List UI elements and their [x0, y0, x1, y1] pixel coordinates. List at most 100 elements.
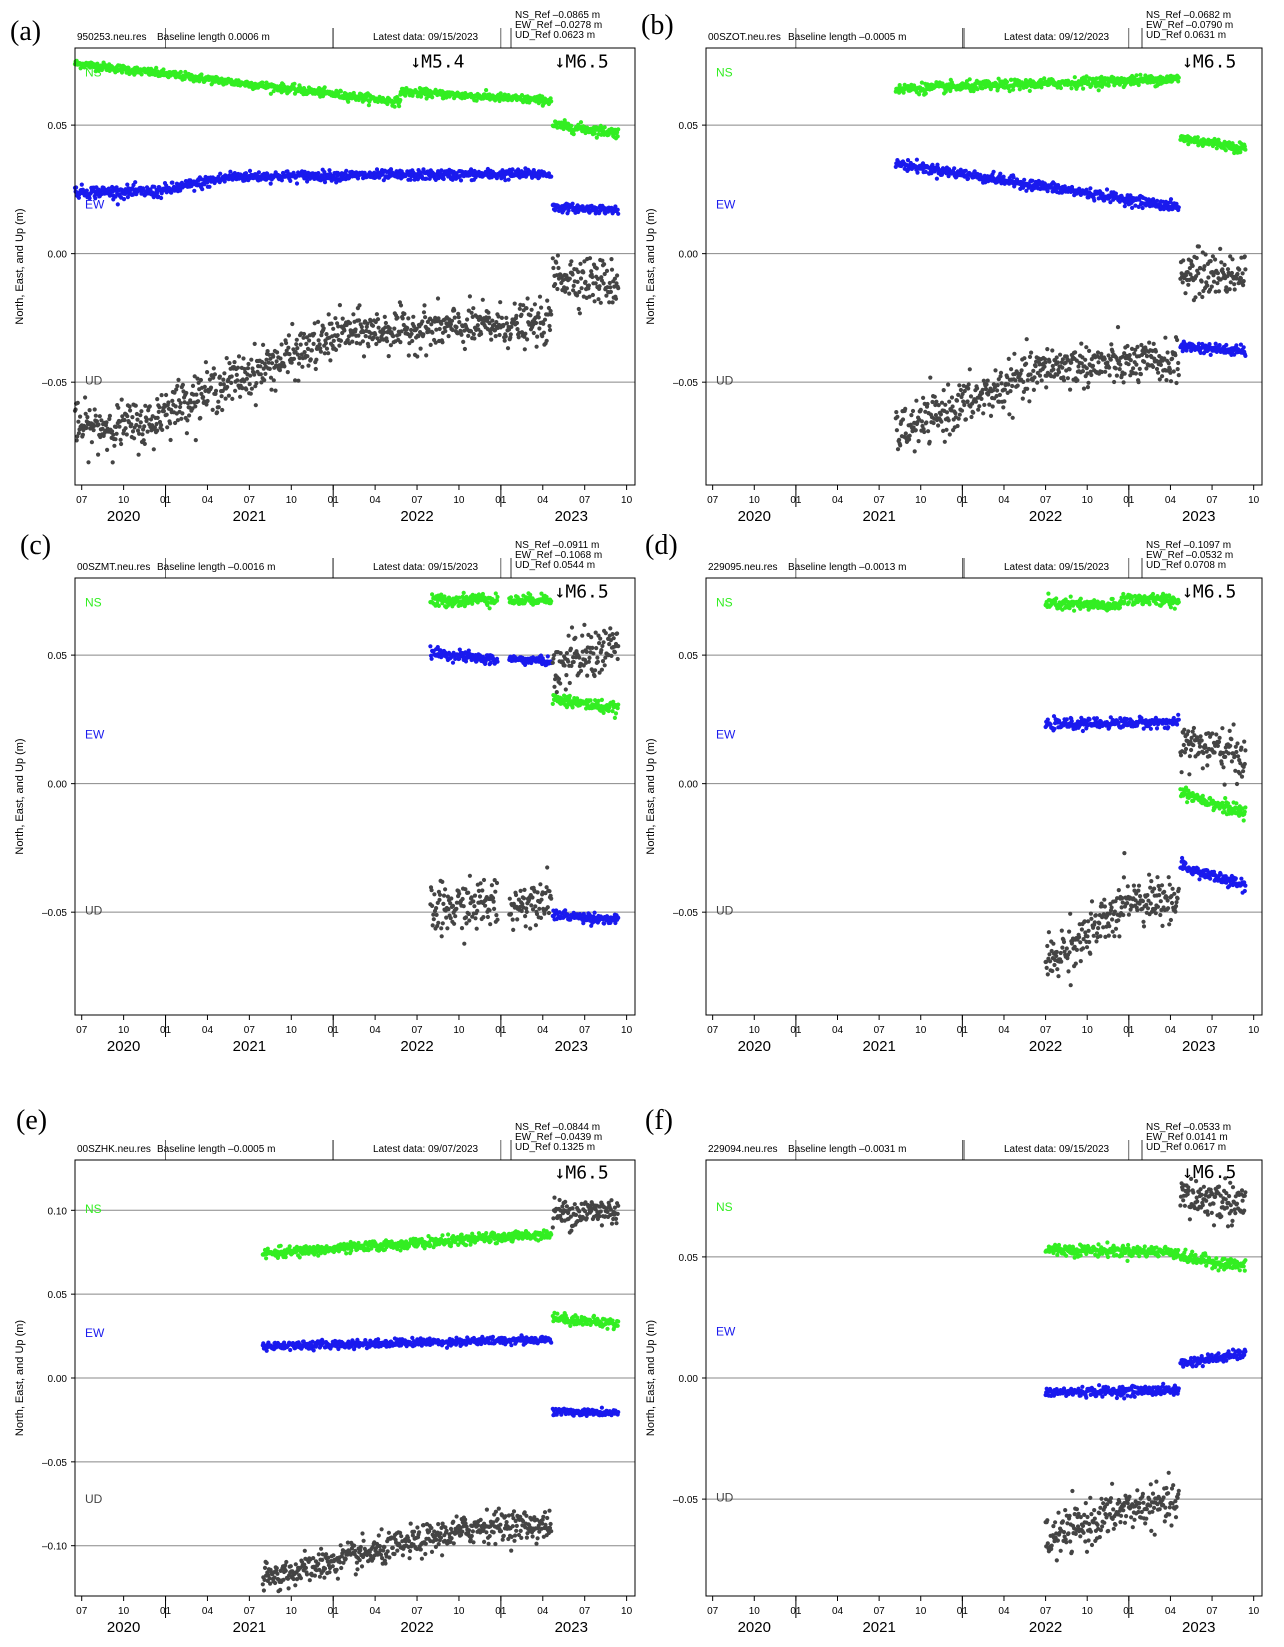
- y-tick-label: –0.05: [42, 908, 67, 919]
- data-point: [302, 350, 307, 355]
- data-point: [975, 386, 980, 391]
- data-point: [360, 339, 365, 344]
- data-point: [946, 382, 951, 387]
- data-point: [894, 428, 900, 433]
- x-tick-label: 10: [286, 495, 298, 506]
- data-point: [519, 93, 525, 98]
- data-point: [205, 398, 210, 404]
- reference-value: NS_Ref –0.0865 m: [515, 10, 600, 21]
- data-point: [1215, 271, 1220, 276]
- data-point: [155, 428, 160, 433]
- data-point: [190, 383, 196, 388]
- data-point: [178, 404, 183, 410]
- data-point: [112, 443, 117, 448]
- data-point: [615, 134, 620, 139]
- data-point: [263, 371, 268, 376]
- station-name: 950253.neu.res: [77, 32, 147, 43]
- data-point: [198, 377, 203, 383]
- data-point: [458, 178, 464, 183]
- data-point: [452, 308, 457, 313]
- data-point: [512, 301, 517, 306]
- baseline-length: Baseline length –0.0005 m: [788, 32, 906, 43]
- data-point: [311, 341, 316, 346]
- data-point: [226, 393, 231, 398]
- data-point: [279, 342, 284, 347]
- data-point: [1027, 399, 1032, 404]
- data-point: [140, 432, 145, 437]
- data-point: [147, 404, 152, 409]
- data-point: [925, 401, 930, 407]
- data-point: [503, 334, 508, 339]
- data-point: [197, 79, 202, 84]
- panel-label-a: (a): [10, 16, 42, 47]
- data-point: [373, 332, 378, 337]
- data-point: [398, 97, 403, 103]
- data-point: [443, 329, 448, 334]
- data-point: [338, 89, 343, 94]
- data-point: [308, 357, 313, 362]
- data-point: [415, 354, 420, 359]
- data-point: [201, 395, 206, 400]
- data-point: [290, 321, 295, 327]
- data-point: [939, 419, 944, 424]
- data-point: [295, 346, 300, 351]
- data-point: [594, 135, 599, 140]
- data-point: [469, 167, 474, 172]
- data-point: [278, 356, 283, 361]
- data-point: [138, 420, 143, 425]
- data-point: [406, 316, 411, 321]
- data-point: [1006, 382, 1011, 387]
- data-point: [262, 378, 267, 383]
- data-point: [907, 433, 912, 438]
- data-point: [85, 415, 90, 420]
- data-point: [1232, 287, 1237, 292]
- data-point: [106, 186, 111, 191]
- data-point: [155, 415, 160, 420]
- data-point: [387, 326, 392, 331]
- data-point: [196, 399, 201, 404]
- data-point: [86, 460, 91, 465]
- x-tick-label: 10: [749, 495, 761, 506]
- data-point: [1012, 351, 1017, 356]
- data-point: [575, 279, 580, 284]
- data-point: [1086, 380, 1091, 385]
- data-point: [353, 327, 358, 332]
- data-point: [370, 323, 376, 328]
- data-point: [1230, 257, 1235, 262]
- data-point: [142, 424, 147, 429]
- data-point: [579, 286, 584, 291]
- data-point: [549, 174, 554, 179]
- data-point: [1196, 244, 1201, 249]
- data-point: [471, 332, 476, 337]
- data-point: [421, 310, 427, 315]
- data-point: [479, 331, 484, 336]
- data-point: [564, 286, 570, 291]
- data-point: [383, 320, 388, 326]
- data-point: [1114, 373, 1119, 378]
- data-point: [931, 420, 936, 426]
- data-point: [113, 437, 118, 442]
- data-point: [466, 333, 471, 338]
- data-point: [127, 404, 132, 409]
- data-point: [459, 332, 464, 337]
- data-point: [548, 308, 553, 314]
- data-point: [213, 388, 219, 393]
- data-point: [456, 315, 461, 320]
- data-point: [1022, 356, 1027, 361]
- y-axis-label: North, East, and Up (m): [645, 208, 657, 324]
- data-point: [1223, 148, 1228, 153]
- data-point: [294, 342, 299, 347]
- data-point: [544, 338, 549, 343]
- data-point: [912, 449, 917, 454]
- data-point: [499, 315, 504, 320]
- data-point: [241, 356, 246, 361]
- data-point: [1024, 361, 1029, 366]
- data-point: [934, 176, 940, 181]
- data-point: [1076, 364, 1081, 369]
- data-point: [324, 346, 330, 351]
- data-point: [223, 396, 228, 401]
- data-point: [1207, 342, 1212, 347]
- data-point: [294, 337, 299, 342]
- data-point: [1222, 262, 1227, 267]
- data-point: [424, 353, 429, 358]
